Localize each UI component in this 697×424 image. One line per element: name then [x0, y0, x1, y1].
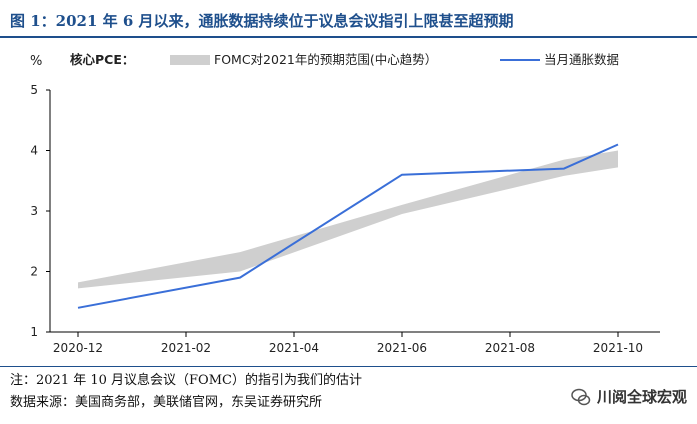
- title-rule: [0, 36, 697, 38]
- y-tick-label: 1: [30, 325, 38, 339]
- x-tick-label: 2021-02: [161, 341, 211, 355]
- legend-band-label: FOMC对2021年的预期范围(中心趋势）: [214, 52, 437, 67]
- x-tick-label: 2021-04: [269, 341, 319, 355]
- chart-note: 注：2021 年 10 月议息会议（FOMC）的指引为我们的估计: [10, 373, 362, 388]
- fomc-band: [78, 150, 618, 289]
- x-tick-label: 2021-08: [485, 341, 535, 355]
- y-tick-label: 4: [30, 144, 38, 158]
- legend-series-label: 当月通胀数据: [544, 52, 619, 67]
- data-source: 数据来源：美国商务部，美联储官网，东吴证券研究所: [10, 395, 323, 410]
- figure-title: 图 1：2021 年 6 月以来，通胀数据持续位于议息会议指引上限甚至超预期: [10, 12, 514, 30]
- y-tick-label: 5: [30, 83, 38, 97]
- watermark: 川阅全球宏观: [571, 386, 687, 407]
- series-line: [77, 143, 619, 309]
- x-tick-label: 2021-06: [377, 341, 427, 355]
- legend-title: 核心PCE：: [70, 52, 134, 67]
- x-tick-label: 2021-10: [593, 341, 643, 355]
- watermark-text: 川阅全球宏观: [596, 388, 687, 406]
- chart: % 核心PCE： FOMC对2021年的预期范围(中心趋势） 当月通胀数据 1 2…: [30, 52, 660, 355]
- x-tick-label: 2020-12: [53, 341, 103, 355]
- y-tick-label: 2: [30, 265, 38, 279]
- y-tick-label: 3: [30, 204, 38, 218]
- legend-band-swatch: [170, 55, 210, 65]
- y-unit-label: %: [30, 54, 42, 69]
- wechat-icon: [571, 388, 591, 405]
- footer-rule: [0, 366, 697, 367]
